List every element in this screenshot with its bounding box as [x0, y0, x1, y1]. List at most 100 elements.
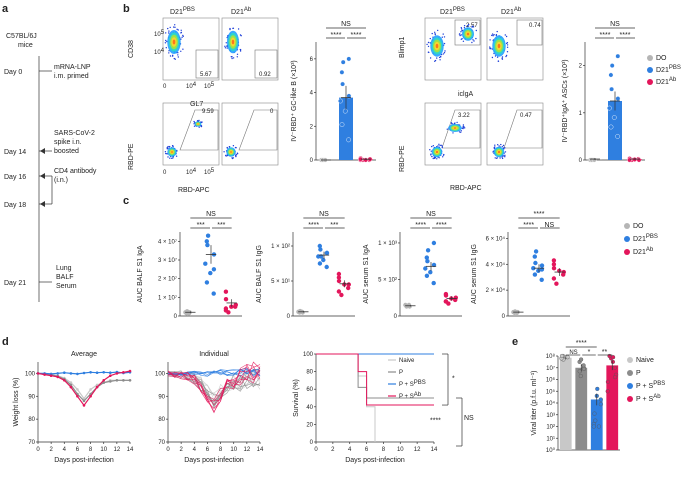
- flow-event: [168, 52, 170, 54]
- x-tick-label: 10: [397, 447, 404, 453]
- data-point-group-1: [615, 133, 620, 139]
- flow-event: [231, 157, 234, 160]
- flow-event: [462, 124, 465, 126]
- asc-rbd-pct-pbs: 3.22: [458, 113, 470, 119]
- series-point-2: [89, 371, 92, 374]
- flow-event: [429, 37, 431, 40]
- panel-label-d: d: [2, 336, 9, 348]
- flow-event: [463, 126, 465, 128]
- arrow-day16: [40, 173, 45, 179]
- data-point-group-2: [443, 291, 449, 297]
- density-gc-ab: [224, 27, 242, 60]
- data-point-group-1: [532, 272, 538, 277]
- flow-event: [472, 26, 475, 28]
- data-point-group-2: [551, 266, 557, 271]
- flow-event: [505, 55, 507, 58]
- x-tick-label: 12: [414, 447, 421, 453]
- legend-label-0: Naive: [636, 357, 654, 364]
- flow-event: [239, 49, 242, 51]
- data-point-group-1: [431, 280, 436, 286]
- series-point-3: [102, 379, 105, 382]
- bar-group-1: [339, 97, 353, 160]
- series-point-3: [76, 395, 79, 398]
- asc-pct-ab: 0.74: [529, 23, 541, 29]
- flow-event: [236, 56, 238, 58]
- legend-label-2: P + SPBS: [399, 380, 426, 388]
- asc-gate-pbs: [454, 19, 481, 46]
- data-point-group-1: [205, 242, 210, 248]
- data-point-group-3: [605, 389, 610, 394]
- y-tick-label: 10²: [546, 425, 555, 431]
- y-axis-label: Viral titer (p.f.u. ml⁻¹): [531, 370, 538, 435]
- flow-event: [501, 146, 503, 148]
- timeline-day-0: Day 0: [4, 69, 22, 76]
- y-tick-label: 2: [310, 124, 314, 130]
- flow-event: [460, 27, 462, 29]
- data-point-group-1: [324, 264, 329, 270]
- timeline-desc-1-1: spike i.n.: [54, 139, 82, 146]
- bar-group-2: [590, 399, 603, 450]
- bar-group-1: [608, 101, 622, 160]
- flow-event: [456, 121, 458, 124]
- data-point-group-1: [615, 53, 621, 59]
- density-asc-rbd-pbs: [429, 121, 466, 160]
- flow-density-contour: [453, 127, 457, 129]
- flow-event: [491, 34, 493, 37]
- data-point-group-2: [336, 271, 342, 277]
- y-axis-label: AUC serum S1 IgA: [363, 244, 370, 303]
- gc-ytick-2: 105: [154, 30, 165, 38]
- legend-marker-2: [647, 79, 653, 85]
- sig-label-left: ****: [308, 222, 319, 229]
- x-tick-label: 14: [431, 447, 438, 453]
- flow-event: [164, 151, 167, 153]
- data-point-group-2: [591, 424, 596, 429]
- y-tick-label: 100: [155, 371, 166, 377]
- data-point-group-1: [539, 263, 545, 268]
- y-tick-label: 4 × 10⁷: [158, 238, 177, 245]
- sig-label-top: NS: [610, 21, 620, 28]
- flow-event: [432, 145, 434, 147]
- sig-label-top: NS: [319, 211, 329, 218]
- flow-event: [223, 151, 225, 153]
- data-point-group-0: [591, 157, 597, 163]
- flow-density-contour: [466, 32, 470, 36]
- sig-label-right: ***: [330, 222, 338, 229]
- series-point-1: [115, 379, 119, 382]
- flow-event: [430, 150, 432, 152]
- y-tick-label: 10⁷: [546, 365, 555, 372]
- flow-event: [174, 24, 176, 26]
- series-point-0: [95, 383, 99, 387]
- series-point-3: [95, 385, 99, 389]
- flow-event: [168, 146, 171, 148]
- data-point-group-1: [424, 273, 430, 278]
- flow-event: [224, 45, 226, 47]
- data-point-group-1: [581, 363, 586, 368]
- flow-event: [229, 27, 231, 30]
- survival-chart: 0 2 4 6 8 10 12 14 0 20 40 60 80 100 Days post-infecti…: [293, 352, 474, 464]
- flow-event: [467, 25, 469, 27]
- data-point-group-1: [205, 233, 211, 238]
- data-point-group-2: [336, 289, 342, 294]
- legend-marker-0: [624, 223, 630, 229]
- flow-event: [171, 157, 173, 159]
- flow-gc-pbs-box: [162, 17, 220, 81]
- data-point-group-1: [337, 98, 343, 104]
- data-point-group-1: [346, 56, 352, 62]
- flow-event: [182, 48, 184, 50]
- timeline-desc-4-1: BALF: [56, 274, 74, 281]
- flow-asc-col-pbs: D21PBS: [440, 7, 465, 16]
- data-point-group-1: [533, 249, 539, 254]
- flow-event: [439, 144, 441, 147]
- flow-event: [501, 58, 504, 60]
- flow-density-contour: [497, 150, 501, 154]
- data-point-group-2: [554, 281, 559, 286]
- flow-event: [167, 156, 169, 158]
- flow-event: [193, 125, 196, 127]
- timeline-desc-1-2: boosted: [54, 148, 79, 155]
- series-point-3: [36, 372, 40, 375]
- x-axis-label: Days post-infection: [345, 457, 405, 464]
- data-point-group-1: [608, 124, 614, 130]
- flow-event: [475, 37, 477, 40]
- series-point-3: [89, 395, 92, 398]
- data-point-group-2: [551, 276, 557, 281]
